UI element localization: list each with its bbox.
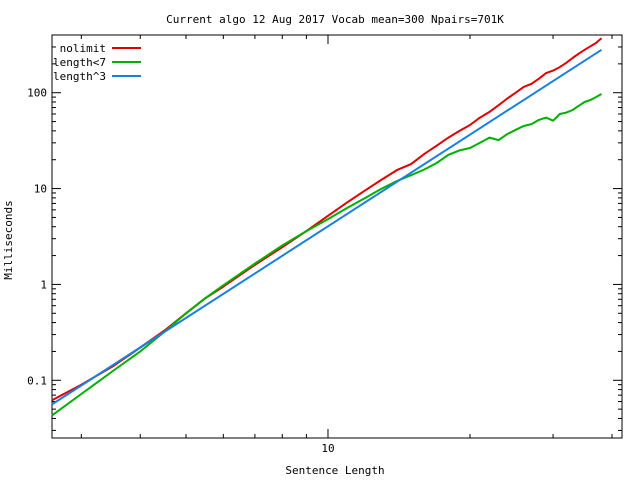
y-tick-label: 1 (40, 278, 47, 291)
y-tick-label: 100 (27, 87, 47, 100)
legend-label: length^3 (53, 70, 106, 83)
y-axis-label: Milliseconds (2, 200, 15, 279)
y-tick-label: 0.1 (27, 374, 47, 387)
series-lines (51, 37, 603, 417)
plot-frame (51, 34, 623, 439)
x-axis-label: Sentence Length (285, 464, 384, 477)
y-tick-label: 10 (34, 183, 47, 196)
axis-ticks: 0.1 1 10 100 10 (27, 34, 622, 455)
series-line-length-7 (51, 93, 602, 417)
chart-title: Current algo 12 Aug 2017 Vocab mean=300 … (166, 13, 504, 26)
legend-label: length<7 (53, 56, 106, 69)
x-tick-label: 10 (321, 442, 334, 455)
series-line-length-3 (51, 48, 603, 406)
legend-label: nolimit (60, 42, 106, 55)
